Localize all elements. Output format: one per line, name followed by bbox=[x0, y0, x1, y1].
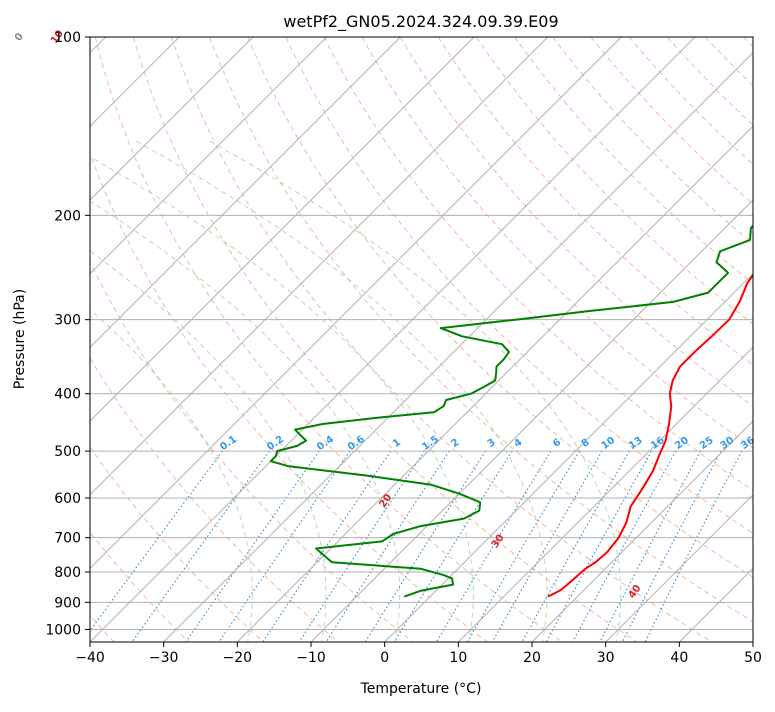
dry-adiabat bbox=[667, 37, 775, 642]
dry-adiabat bbox=[133, 37, 637, 642]
mixing-ratio-label: 0.6 bbox=[346, 434, 367, 453]
mixing-ratio-label: 13 bbox=[627, 435, 645, 452]
x-tick-label: −30 bbox=[149, 650, 179, 666]
isotherm--30 bbox=[164, 37, 769, 642]
mixing-ratio-line bbox=[132, 451, 269, 642]
isotherm--70 bbox=[0, 37, 474, 642]
dry-adiabat bbox=[172, 37, 712, 642]
mixing-ratio-label: 1 bbox=[391, 437, 403, 450]
dry-adiabat-label: 0 bbox=[13, 31, 26, 43]
mixing-ratio-label: 20 bbox=[673, 435, 691, 452]
x-tick-label: 50 bbox=[744, 650, 762, 666]
dry-adiabat bbox=[0, 37, 189, 642]
mixing-ratio-line bbox=[468, 451, 580, 642]
mixing-ratio-label: 25 bbox=[698, 435, 716, 452]
isotherm--100 bbox=[0, 37, 253, 642]
grid-lines bbox=[0, 37, 775, 642]
x-tick-label: 20 bbox=[523, 650, 541, 666]
y-tick-label: 400 bbox=[54, 387, 81, 403]
mixing-ratio-label: 16 bbox=[649, 435, 667, 452]
x-tick-label: −40 bbox=[75, 650, 105, 666]
x-tick-label: 30 bbox=[597, 650, 615, 666]
moist-adiabat bbox=[210, 141, 621, 642]
x-tick-label: 40 bbox=[670, 650, 688, 666]
y-axis: 100 200 300 400 500 600 700 800 900 1000 bbox=[45, 30, 90, 638]
dry-adiabat-label: 20 bbox=[377, 492, 394, 510]
dry-adiabat bbox=[95, 37, 562, 642]
moist-adiabat bbox=[0, 141, 252, 642]
mixing-ratio-label: 0.4 bbox=[315, 434, 336, 453]
y-tick-label: 1000 bbox=[45, 622, 81, 638]
isotherm--40 bbox=[90, 37, 695, 642]
x-tick-label: −20 bbox=[223, 650, 253, 666]
x-tick-label: −10 bbox=[296, 650, 326, 666]
dewpoint-series-line bbox=[271, 37, 775, 597]
x-axis-label: Temperature (°C) bbox=[360, 681, 482, 697]
line-labels: 0.10.20.40.611.52346810131620253036-100-… bbox=[0, 24, 757, 601]
isotherm--80 bbox=[0, 37, 400, 642]
mixing-ratio-line bbox=[326, 451, 449, 642]
mixing-ratio-line bbox=[600, 451, 701, 642]
dry-adiabat bbox=[0, 37, 263, 642]
dry-adiabat bbox=[705, 37, 775, 642]
dry-adiabat bbox=[744, 37, 775, 642]
isotherm--90 bbox=[0, 37, 327, 642]
dry-adiabat bbox=[19, 37, 413, 642]
y-tick-label: 100 bbox=[54, 30, 81, 46]
plot-frame bbox=[90, 37, 753, 642]
isotherm-40 bbox=[679, 37, 775, 642]
background-lines bbox=[0, 37, 775, 642]
y-tick-label: 800 bbox=[54, 565, 81, 581]
x-tick-label: 0 bbox=[380, 650, 389, 666]
mixing-ratio-label: 2 bbox=[449, 437, 461, 450]
dry-adiabat bbox=[477, 37, 775, 642]
y-tick-label: 700 bbox=[54, 531, 81, 547]
y-tick-label: 900 bbox=[54, 595, 81, 611]
y-tick-label: 500 bbox=[54, 444, 81, 460]
y-tick-label: 200 bbox=[54, 208, 81, 224]
dry-adiabat bbox=[591, 37, 775, 642]
isotherm-50 bbox=[753, 37, 775, 642]
isotherm-20 bbox=[532, 37, 775, 642]
y-axis-label: Pressure (hPa) bbox=[12, 289, 28, 389]
mixing-ratio-label: 30 bbox=[718, 435, 736, 452]
moist-adiabat bbox=[136, 141, 547, 642]
dry-adiabat bbox=[553, 37, 775, 642]
mixing-ratio-label: 4 bbox=[512, 437, 524, 450]
mixing-ratio-label: 36 bbox=[739, 435, 757, 452]
mixing-ratio-label: 8 bbox=[580, 437, 592, 450]
mixing-ratio-line bbox=[573, 451, 676, 642]
mixing-ratio-label: 3 bbox=[486, 437, 498, 450]
x-axis: −40 −30 −20 −10 0 10 20 30 40 50 bbox=[75, 642, 762, 666]
mixing-ratio-line bbox=[365, 451, 485, 642]
mixing-ratio-line bbox=[299, 451, 424, 642]
dry-adiabat bbox=[0, 37, 338, 642]
chart-title: wetPf2_GN05.2024.324.09.39.E09 bbox=[283, 12, 558, 32]
x-tick-label: 10 bbox=[449, 650, 467, 666]
profile-series bbox=[271, 37, 775, 597]
y-tick-label: 300 bbox=[54, 313, 81, 329]
mixing-ratio-line bbox=[522, 451, 629, 642]
mixing-ratio-label: 10 bbox=[600, 435, 618, 452]
y-tick-label: 600 bbox=[54, 491, 81, 507]
